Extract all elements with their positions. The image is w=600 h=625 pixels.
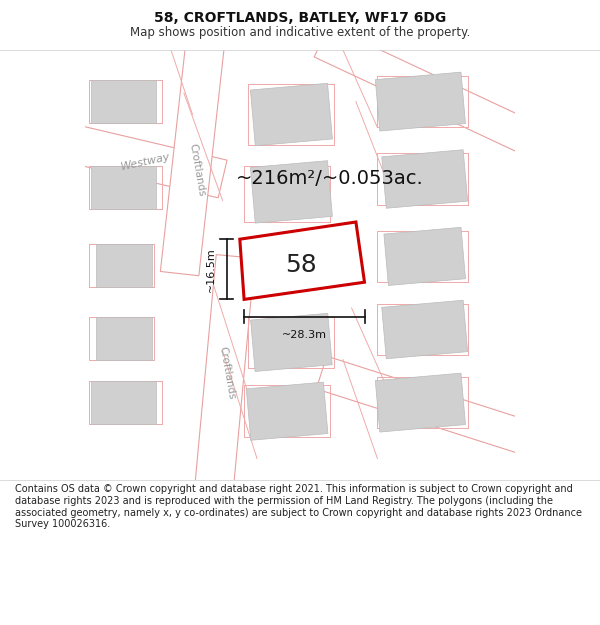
- Text: ~28.3m: ~28.3m: [282, 329, 327, 339]
- Text: 58: 58: [285, 253, 317, 277]
- Polygon shape: [195, 254, 255, 491]
- Text: Contains OS data © Crown copyright and database right 2021. This information is : Contains OS data © Crown copyright and d…: [15, 484, 582, 529]
- Polygon shape: [251, 313, 332, 371]
- Text: Croftlands: Croftlands: [217, 345, 236, 400]
- Text: Westway: Westway: [119, 152, 171, 172]
- Polygon shape: [91, 166, 156, 209]
- Polygon shape: [96, 244, 152, 286]
- Polygon shape: [240, 222, 365, 299]
- Text: ~216m²/~0.053ac.: ~216m²/~0.053ac.: [236, 169, 424, 189]
- Text: Map shows position and indicative extent of the property.: Map shows position and indicative extent…: [130, 26, 470, 39]
- Polygon shape: [382, 300, 467, 359]
- Polygon shape: [376, 373, 466, 432]
- Text: 58, CROFTLANDS, BATLEY, WF17 6DG: 58, CROFTLANDS, BATLEY, WF17 6DG: [154, 11, 446, 25]
- Polygon shape: [72, 126, 227, 198]
- Polygon shape: [316, 356, 529, 453]
- Polygon shape: [246, 382, 328, 440]
- Polygon shape: [91, 381, 156, 424]
- Polygon shape: [314, 26, 531, 152]
- Text: ~16.5m: ~16.5m: [206, 247, 216, 292]
- Polygon shape: [382, 150, 467, 208]
- Polygon shape: [96, 317, 152, 359]
- Polygon shape: [250, 161, 332, 223]
- Text: Croftlands: Croftlands: [187, 143, 206, 198]
- Polygon shape: [160, 39, 224, 276]
- Polygon shape: [376, 72, 466, 131]
- Polygon shape: [384, 228, 466, 286]
- Polygon shape: [91, 80, 156, 123]
- Polygon shape: [250, 83, 332, 146]
